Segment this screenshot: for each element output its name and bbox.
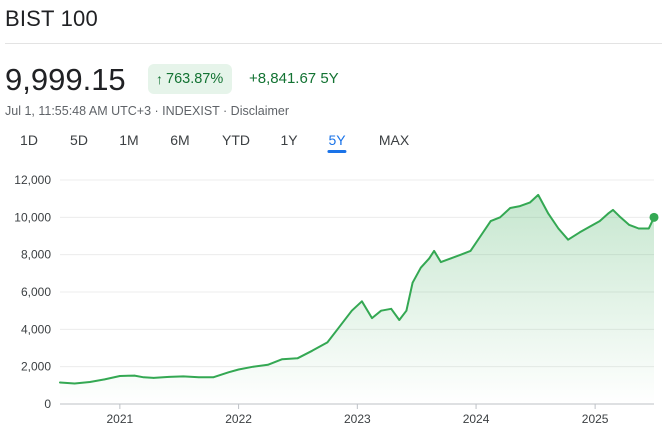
meta-separator: · xyxy=(219,104,231,118)
data-point xyxy=(433,250,435,252)
range-5d[interactable]: 5D xyxy=(70,132,88,148)
data-point xyxy=(361,300,363,303)
range-5y[interactable]: 5Y xyxy=(327,132,347,153)
data-point xyxy=(509,207,512,209)
data-point xyxy=(519,205,521,207)
absolute-change-value: +8,841.67 xyxy=(249,70,317,87)
disclaimer-link[interactable]: Disclaimer xyxy=(230,104,290,118)
data-point xyxy=(557,227,560,230)
data-point xyxy=(237,368,240,371)
exchange-name: INDEXIST xyxy=(162,104,220,118)
percent-change-value: 763.87% xyxy=(166,71,224,87)
data-point xyxy=(380,309,382,312)
data-point xyxy=(579,231,581,234)
data-point xyxy=(281,358,284,360)
y-tick-label: 12,000 xyxy=(14,173,51,187)
y-tick-label: 2,000 xyxy=(21,360,51,374)
x-axis: 2021 2022 2023 2024 2025 xyxy=(107,404,609,426)
y-tick-label: 6,000 xyxy=(21,285,51,299)
data-point xyxy=(296,357,299,360)
data-point xyxy=(537,194,539,196)
data-point xyxy=(619,216,622,219)
data-point xyxy=(567,238,569,241)
data-point xyxy=(428,257,431,260)
data-point xyxy=(598,220,601,222)
data-point xyxy=(371,317,373,319)
change-period: 5Y xyxy=(320,70,339,87)
data-point xyxy=(547,212,550,215)
quote-timestamp: Jul 1, 11:55:48 AM UTC+3 xyxy=(5,104,152,118)
data-point xyxy=(398,319,401,321)
percent-change-badge: ↑ 763.87% xyxy=(148,64,233,94)
data-point xyxy=(612,209,614,211)
data-point xyxy=(460,253,462,256)
data-point xyxy=(336,328,339,331)
range-ytd[interactable]: YTD xyxy=(222,132,250,148)
data-point xyxy=(168,376,170,378)
data-point xyxy=(648,227,650,230)
header-divider xyxy=(5,43,662,44)
data-point xyxy=(588,225,591,228)
absolute-change: +8,841.67 5Y xyxy=(249,70,339,87)
data-point xyxy=(326,341,329,344)
data-point xyxy=(469,250,472,252)
data-point xyxy=(628,224,630,226)
data-point xyxy=(73,382,76,385)
data-point xyxy=(411,281,414,284)
price-line xyxy=(59,193,655,385)
x-tick-label: 2023 xyxy=(344,412,371,426)
data-point xyxy=(311,350,313,352)
data-point xyxy=(119,375,121,377)
quote-meta: Jul 1, 11:55:48 AM UTC+3 · INDEXIST · Di… xyxy=(5,104,289,118)
data-point xyxy=(351,309,353,312)
data-point xyxy=(499,216,501,219)
data-point xyxy=(142,376,145,379)
price-points xyxy=(59,194,655,385)
x-tick-label: 2024 xyxy=(463,412,490,426)
data-point xyxy=(529,201,531,204)
data-point xyxy=(607,212,609,215)
arrow-up-icon: ↑ xyxy=(156,71,163,87)
data-point xyxy=(227,371,230,374)
current-price-marker xyxy=(649,212,659,222)
data-point xyxy=(252,365,254,368)
data-point xyxy=(489,220,492,222)
range-selector: 1D 5D 1M 6M YTD 1Y 5Y MAX xyxy=(0,130,662,154)
data-point xyxy=(182,375,185,378)
range-1y[interactable]: 1Y xyxy=(280,132,298,148)
y-axis: 0 2,000 4,000 6,000 8,000 10,000 12,000 xyxy=(14,173,51,411)
data-point xyxy=(405,309,408,312)
data-point xyxy=(449,257,452,260)
data-point xyxy=(479,235,482,237)
range-max[interactable]: MAX xyxy=(378,132,410,148)
y-tick-label: 0 xyxy=(44,397,51,411)
data-point xyxy=(637,227,640,230)
range-6m[interactable]: 6M xyxy=(170,132,190,148)
price-area xyxy=(60,194,654,404)
range-1d[interactable]: 1D xyxy=(20,132,38,148)
x-tick-label: 2022 xyxy=(225,412,252,426)
y-tick-label: 8,000 xyxy=(21,248,51,262)
data-point xyxy=(267,364,269,366)
y-tick-label: 4,000 xyxy=(21,322,51,336)
data-point xyxy=(89,381,91,383)
x-tick-label: 2021 xyxy=(107,412,134,426)
data-point xyxy=(390,308,393,310)
data-point xyxy=(59,381,61,384)
current-price: 9,999.15 xyxy=(5,62,126,97)
data-point xyxy=(212,376,214,379)
page-title: BIST 100 xyxy=(5,6,98,31)
x-tick-label: 2025 xyxy=(582,412,609,426)
y-tick-label: 10,000 xyxy=(14,210,51,224)
data-point xyxy=(198,376,200,379)
meta-separator: · xyxy=(151,104,163,118)
data-point xyxy=(103,378,106,381)
data-point xyxy=(152,377,155,379)
range-1m[interactable]: 1M xyxy=(119,132,139,148)
data-point xyxy=(420,266,422,269)
data-point xyxy=(440,261,442,263)
data-point xyxy=(133,374,136,377)
